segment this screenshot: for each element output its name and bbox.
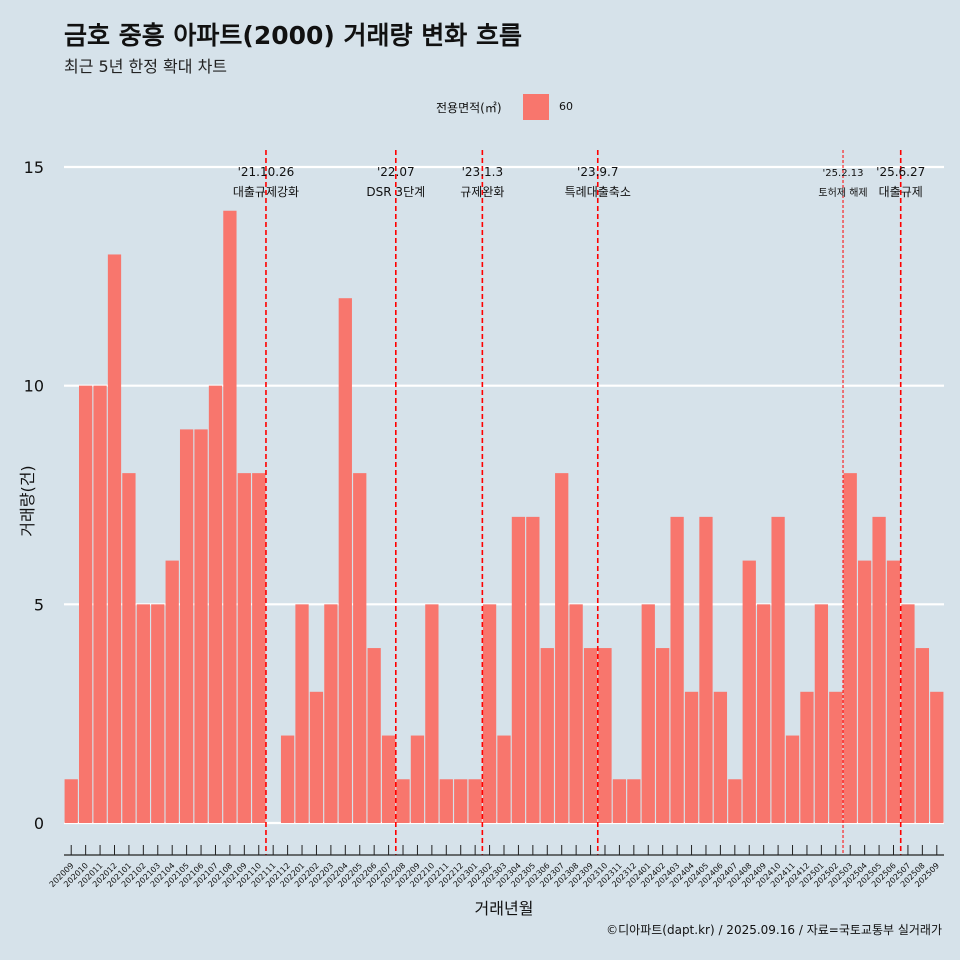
bar-202207 — [381, 735, 396, 823]
bar-202306 — [540, 648, 554, 823]
bar-202204 — [338, 298, 352, 823]
annotation-date: '21.10.26 — [238, 165, 295, 179]
legend-label: 60 — [559, 100, 573, 113]
bar-202202 — [309, 691, 324, 823]
bar-202203 — [324, 604, 338, 823]
bars — [64, 210, 944, 823]
bar-202012 — [107, 254, 122, 823]
y-tick-label: 10 — [24, 377, 44, 396]
bar-202412 — [800, 691, 814, 823]
bar-202304 — [511, 516, 526, 823]
annotation-text: 규제완화 — [460, 185, 504, 199]
x-axis-title: 거래년월 — [475, 899, 534, 918]
bar-202103 — [151, 604, 165, 823]
bar-202401 — [641, 604, 655, 823]
bar-202506 — [886, 560, 901, 823]
bar-202010 — [79, 385, 93, 823]
bar-202311 — [612, 779, 627, 823]
y-tick-label: 15 — [24, 158, 44, 177]
y-tick-label: 0 — [34, 814, 44, 833]
bar-202402 — [656, 648, 670, 823]
bar-202201 — [295, 604, 309, 823]
bar-202106 — [194, 429, 208, 823]
bar-202211 — [439, 779, 453, 823]
bar-202406 — [713, 691, 728, 823]
bar-202307 — [555, 473, 569, 823]
bar-202210 — [425, 604, 439, 823]
bar-202508 — [915, 648, 929, 823]
bar-202410 — [771, 516, 785, 823]
bar-202509 — [930, 691, 944, 823]
bar-202104 — [165, 560, 179, 823]
annotation-text: 대출규제 — [879, 185, 923, 199]
chart-subtitle: 최근 5년 한정 확대 차트 — [64, 57, 228, 76]
annotation-date: '23.9.7 — [577, 165, 618, 179]
bar-202503 — [843, 473, 857, 823]
bar-202209 — [410, 735, 425, 823]
legend: 전용면적(㎡) 60 — [0, 92, 960, 124]
y-tick-label: 5 — [34, 595, 44, 614]
bar-202405 — [699, 516, 713, 823]
bar-202205 — [353, 473, 367, 823]
annotation-text: 특례대출축소 — [565, 185, 631, 199]
annotation-date: '25.2.13 — [823, 168, 864, 179]
event-annotations: '21.10.26 대출규제강화 '22.07 DSR 3단계 '23.1.3 규제완화 '… — [233, 150, 925, 855]
bar-202112 — [280, 735, 295, 823]
bar-202407 — [728, 779, 742, 823]
bar-202411 — [785, 735, 800, 823]
bar-202303 — [497, 735, 511, 823]
legend-title: 전용면적(㎡) — [436, 101, 502, 115]
bar-202507 — [901, 604, 915, 823]
bar-202009 — [64, 779, 78, 823]
bar-202109 — [237, 473, 251, 823]
bar-202305 — [526, 516, 540, 823]
bar-202404 — [684, 691, 699, 823]
bar-202108 — [223, 210, 237, 823]
bar-202408 — [742, 560, 756, 823]
bar-202110 — [252, 473, 266, 823]
annotation-text: 토허제 해제 — [818, 186, 867, 199]
chart-title: 금호 중흥 아파트(2000) 거래량 변화 흐름 — [64, 21, 522, 50]
annotation-text: DSR 3단계 — [366, 185, 425, 199]
annotation-text: 대출규제강화 — [233, 185, 299, 199]
bar-202107 — [208, 385, 223, 823]
annotation-date: '22.07 — [377, 165, 415, 179]
y-axis-title: 거래량(건) — [18, 465, 37, 536]
bar-202011 — [93, 385, 107, 823]
bar-202309 — [583, 648, 598, 823]
bar-202302 — [482, 604, 497, 823]
bar-202212 — [454, 779, 468, 823]
annotation-date: '23.1.3 — [462, 165, 503, 179]
bar-202208 — [396, 779, 410, 823]
bar-202312 — [627, 779, 641, 823]
bar-202409 — [757, 604, 771, 823]
source-caption: ©디아파트(dapt.kr) / 2025.09.16 / 자료=국토교통부 실… — [606, 923, 942, 937]
bar-202504 — [858, 560, 872, 823]
bar-202101 — [122, 473, 136, 823]
bar-202206 — [367, 648, 381, 823]
bar-202501 — [814, 604, 829, 823]
bar-202105 — [179, 429, 194, 823]
bar-202502 — [829, 691, 843, 823]
annotation-date: '25.6.27 — [876, 165, 925, 179]
bar-202301 — [468, 779, 482, 823]
bar-202102 — [136, 604, 150, 823]
bar-202310 — [598, 648, 612, 823]
bar-202308 — [569, 604, 583, 823]
legend-color-key — [523, 94, 549, 120]
bar-202505 — [872, 516, 886, 823]
bar-202403 — [670, 516, 684, 823]
